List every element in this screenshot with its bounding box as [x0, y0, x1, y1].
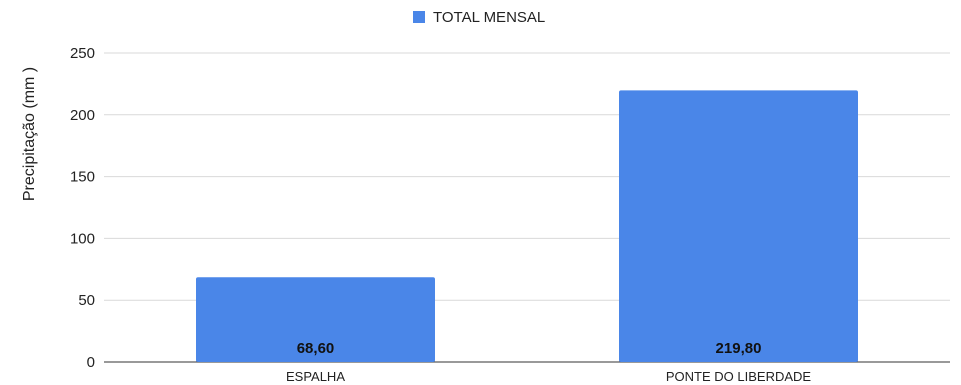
legend: TOTAL MENSAL	[413, 9, 545, 26]
bar	[619, 90, 858, 362]
y-tick-label: 50	[78, 292, 95, 309]
x-tick-label: PONTE DO LIBERDADE	[666, 369, 812, 384]
data-label: 219,80	[716, 340, 762, 357]
y-tick-labels: 0 50 100 150 200 250	[70, 45, 95, 371]
y-tick-label: 0	[87, 354, 95, 371]
bar	[196, 277, 435, 362]
y-tick-label: 150	[70, 169, 95, 186]
bars	[196, 90, 858, 362]
data-labels: 68,60 219,80	[297, 340, 762, 357]
y-tick-label: 200	[70, 107, 95, 124]
x-tick-label: ESPALHA	[286, 369, 345, 384]
y-axis-title: Precipitação (mm )	[21, 67, 38, 201]
legend-label: TOTAL MENSAL	[433, 9, 545, 26]
legend-swatch	[413, 11, 425, 23]
y-tick-label: 100	[70, 230, 95, 247]
category-labels: ESPALHA PONTE DO LIBERDADE	[286, 369, 811, 384]
y-tick-label: 250	[70, 45, 95, 62]
data-label: 68,60	[297, 340, 335, 357]
